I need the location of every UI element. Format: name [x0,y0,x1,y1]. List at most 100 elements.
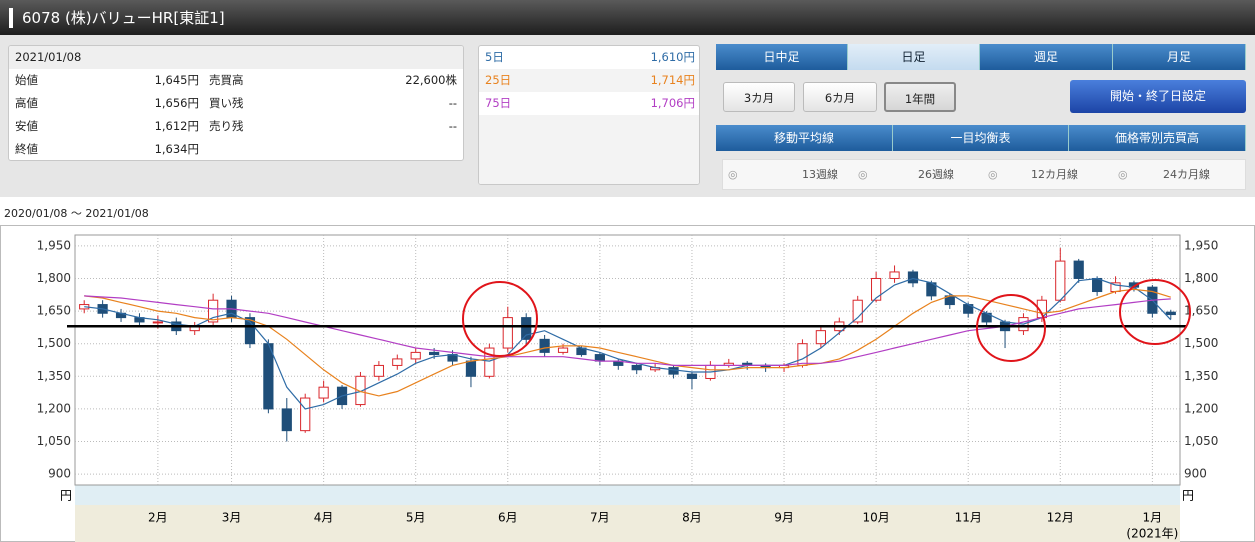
date-range: 2020/01/08 ～ 2021/01/08 [4,207,149,220]
y-tick-label: 1,350 [37,369,71,383]
x-tick-label: 12月 [1047,511,1074,525]
candle-body [815,330,826,345]
quote-value: 22,600株 [405,73,457,87]
x-tick-label: 4月 [314,511,334,525]
unit-label: 円 [1182,489,1194,503]
y-tick-label: 900 [48,467,71,481]
volume-strip [75,485,1180,505]
tab[interactable]: 月足 [1113,44,1246,70]
ma-empty [479,115,699,184]
y-tick-label: 1,950 [1184,238,1218,252]
period-button[interactable]: 1年間 [884,82,956,112]
quote-value: 1,612円 [154,119,199,133]
indicator-tab[interactable]: 一目均衡表 [893,125,1069,151]
period-button[interactable]: 3カ月 [723,82,795,112]
x-tick-label: 11月 [955,511,982,525]
candle-body [410,351,421,360]
tab[interactable]: 日中足 [716,44,848,70]
candle-body [355,375,366,406]
candle-body [889,271,900,279]
period-button[interactable]: 6カ月 [803,82,877,112]
tab[interactable]: 週足 [980,44,1113,70]
quote-value: 1,656円 [154,96,199,110]
quote-label: 買い残 [209,96,244,110]
x-tick-label: 2月 [148,511,168,525]
highlight-circle [976,294,1046,362]
candle-body [668,367,679,375]
candle-body [429,351,440,356]
ma-name: 5日 [485,50,504,64]
ma-value: 1,706円 [650,96,695,110]
highlight-circle [462,281,538,357]
quote-value: 1,645円 [154,73,199,87]
candle-body [1165,311,1176,316]
candle-body [208,299,219,323]
x-tick-label: 3月 [222,511,242,525]
option-label: 13週線 [802,168,838,181]
y-tick-label: 1,050 [1184,434,1218,448]
date-button[interactable]: 開始・終了日設定 [1070,80,1246,113]
candle-body [263,343,274,410]
y-tick-label: 1,050 [37,434,71,448]
header-mark [9,8,13,28]
month-strip [75,505,1180,542]
header-title: 6078 (株)バリューHR[東証1] [22,9,225,27]
x-tick-label: 5月 [406,511,426,525]
option-label: 12カ月線 [1031,168,1078,181]
candle-body [392,358,403,366]
option-label: 24カ月線 [1163,168,1210,181]
line-option[interactable]: ◎ 24カ月線 [1118,165,1238,185]
quote-label: 始値 [15,73,38,87]
candle-body [539,338,550,353]
check-icon: ◎ [858,168,868,181]
annotations [462,279,1191,362]
y-tick-label: 1,800 [1184,271,1218,285]
indicator-tab[interactable]: 価格帯別売買高 [1069,125,1246,151]
candle-body [502,317,513,349]
chart: 900 900 1,050 1,050 1,200 1,200 1,350 1,350 1,50… [0,225,1255,542]
unit-label: 円 [60,489,72,503]
moving-average [84,295,1171,366]
candle-body [152,321,163,324]
line-option[interactable]: ◎ 26週線 [858,165,978,185]
tab[interactable]: 日足 [848,44,980,70]
ma-name: 75日 [485,96,512,110]
ma-value: 1,714円 [650,73,695,87]
date-row [9,46,463,69]
line-option[interactable]: ◎ 12カ月線 [988,165,1108,185]
highlight-circle [1119,279,1191,345]
candle-body [1055,260,1066,301]
candle-body [797,343,808,366]
line-option[interactable]: ◎ 13週線 [728,165,848,185]
y-tick-label: 1,650 [37,304,71,318]
x-tick-label: 6月 [498,511,518,525]
ma-name: 25日 [485,73,512,87]
year-note: (2021年) [1126,527,1178,541]
candle-body [300,397,311,432]
candle-body [484,347,495,377]
candle-body [1073,260,1084,279]
quote-value: -- [448,119,457,133]
y-tick-label: 1,500 [1184,336,1218,350]
quote-label: 終値 [15,142,38,156]
option-label: 26週線 [918,168,954,181]
candle-body [281,408,292,432]
candle-body [373,364,384,377]
y-tick-label: 1,650 [1184,304,1218,318]
quote-label: 売買高 [209,73,244,87]
candle-body [1092,277,1103,293]
y-tick-label: 1,800 [37,271,71,285]
ma-row-bg [479,69,699,92]
candle-body [871,277,882,301]
candle-body [318,386,329,399]
x-tick-label: 10月 [862,511,889,525]
check-icon: ◎ [988,168,998,181]
quote-box: 2021/01/08 始値 1,645円 売買高 22,600株 高値 1,65… [8,45,464,161]
quote-label: 売り残 [209,119,244,133]
quote-value: -- [448,96,457,110]
quote-label: 安値 [15,119,38,133]
y-tick-label: 1,200 [1184,401,1218,415]
indicator-tab[interactable]: 移動平均線 [716,125,893,151]
plot-frame [74,234,1181,486]
